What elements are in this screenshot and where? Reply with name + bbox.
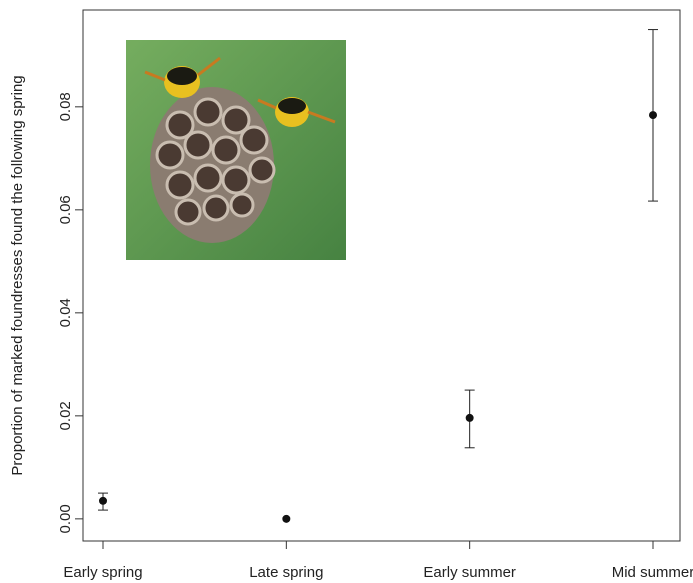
y-tick-label: 0.00 <box>57 504 74 533</box>
x-tick-label: Early summer <box>423 564 516 581</box>
y-tick-label: 0.04 <box>57 298 74 327</box>
y-tick-label: 0.02 <box>57 401 74 430</box>
x-tick-label: Late spring <box>249 564 323 581</box>
x-tick-label: Early spring <box>63 564 142 581</box>
inset-photo <box>126 40 346 260</box>
point <box>465 413 474 422</box>
x-tick-label: Mid summer <box>612 564 693 581</box>
point <box>99 496 107 505</box>
plot-frame <box>82 9 681 542</box>
point <box>282 514 291 523</box>
y-tick-label: 0.08 <box>57 92 74 121</box>
y-tick-label: 0.06 <box>57 195 74 224</box>
y-axis-label: Proportion of marked foundresses found t… <box>9 75 26 475</box>
point <box>649 111 657 120</box>
